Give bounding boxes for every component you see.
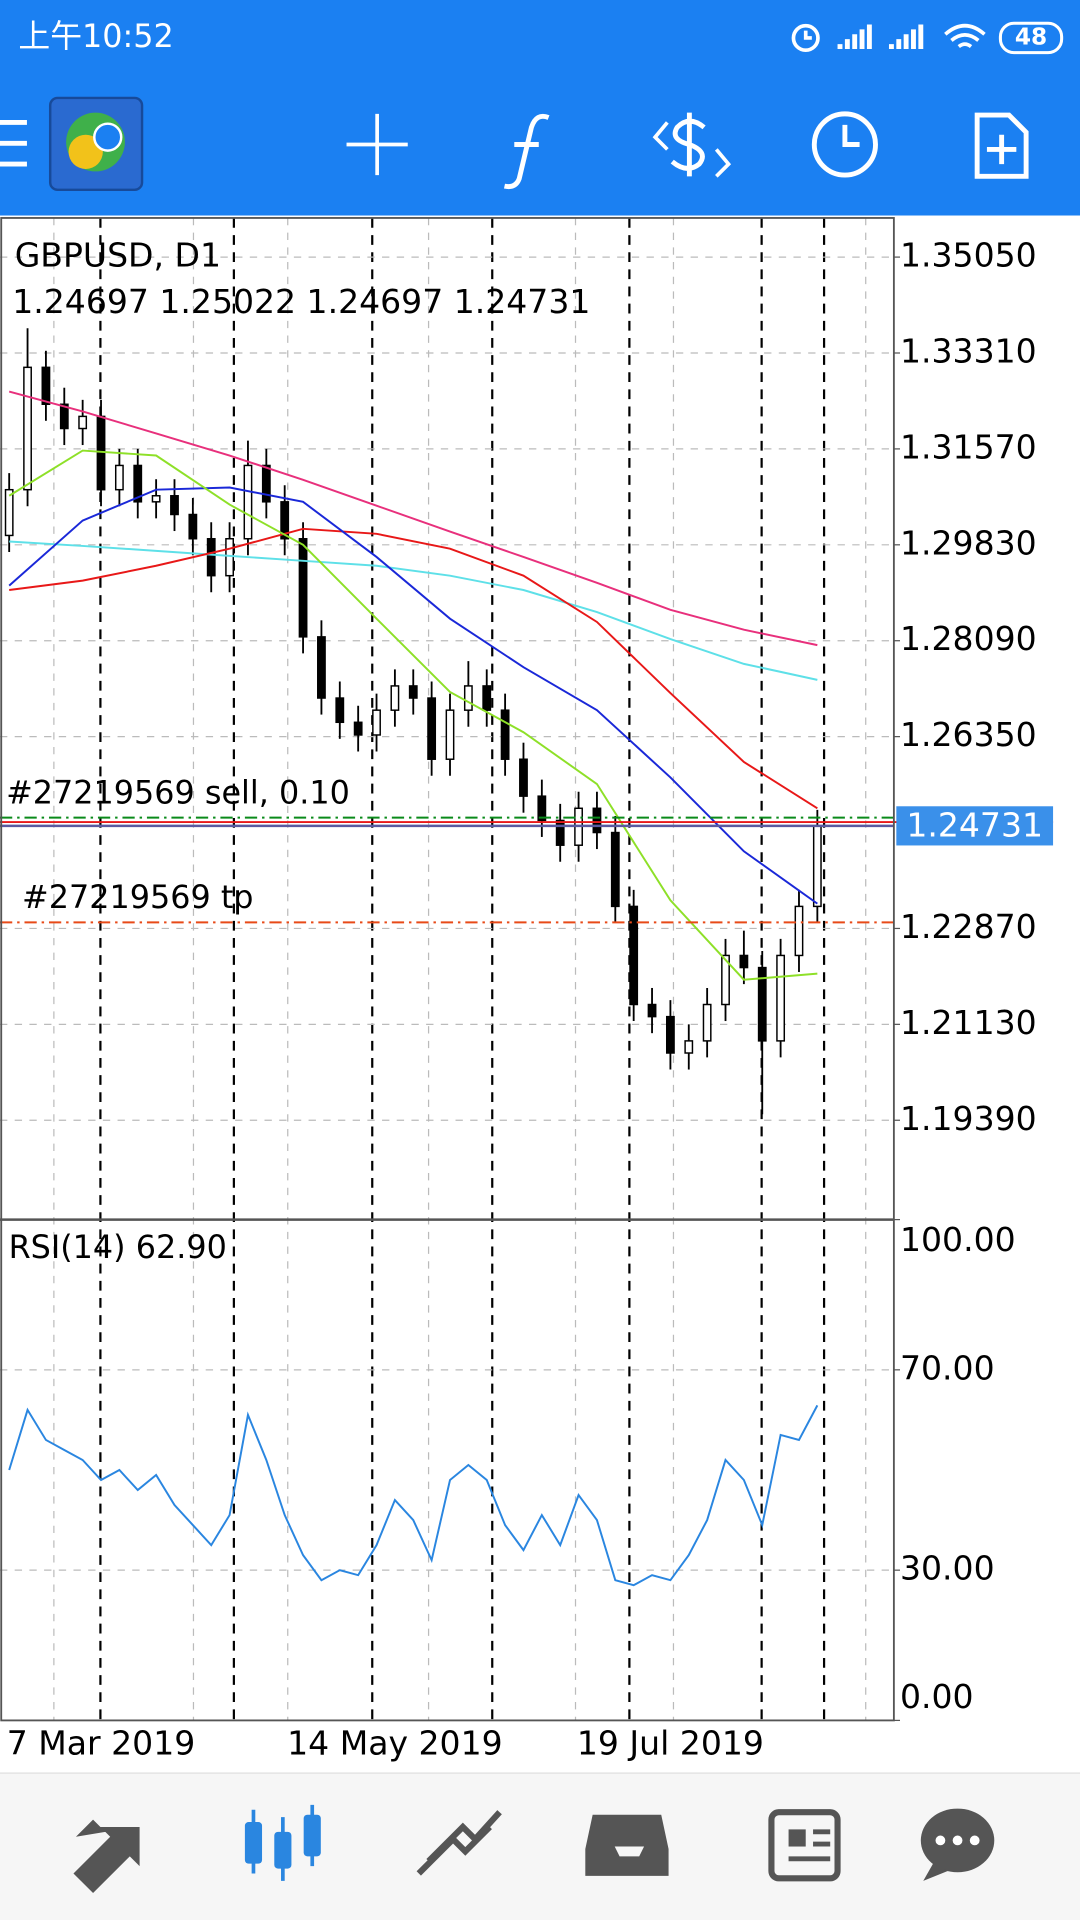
candle-body bbox=[261, 464, 271, 503]
nav-chat[interactable] bbox=[920, 1808, 995, 1881]
battery-level: 48 bbox=[1015, 23, 1047, 50]
app-icon[interactable] bbox=[48, 96, 144, 192]
y-tick-label: 30.00 bbox=[900, 1549, 995, 1588]
bid-label: 1.24731 bbox=[906, 806, 1043, 845]
candle-body bbox=[776, 954, 786, 1042]
indicator-title: RSI(14) 62.90 bbox=[9, 1228, 227, 1266]
candle-body bbox=[280, 501, 290, 540]
candle-body bbox=[684, 1040, 694, 1054]
candle-body bbox=[482, 685, 492, 711]
crosshair-button[interactable] bbox=[346, 113, 408, 176]
status-icons bbox=[791, 21, 1064, 55]
candle-body bbox=[408, 685, 418, 699]
candle-body bbox=[463, 685, 473, 711]
y-tick-label: 100.00 bbox=[900, 1220, 1016, 1259]
indicators-button[interactable] bbox=[503, 113, 550, 190]
chart-title: GBPUSD, D1 bbox=[15, 236, 221, 275]
nav-trade[interactable] bbox=[416, 1810, 502, 1876]
moving-average bbox=[8, 390, 818, 647]
candle-body bbox=[4, 488, 14, 537]
chart-frame bbox=[0, 217, 895, 1722]
candle-body bbox=[188, 513, 198, 540]
bottom-nav bbox=[0, 1773, 1080, 1920]
period-button[interactable] bbox=[811, 111, 878, 178]
vertical-grid bbox=[53, 217, 867, 1721]
candle-body bbox=[629, 905, 639, 1006]
y-tick-label: 1.29830 bbox=[900, 523, 1037, 562]
x-tick-label: 19 Jul 2019 bbox=[577, 1723, 764, 1762]
candle-body bbox=[59, 403, 69, 430]
toolbar bbox=[0, 96, 1029, 192]
nav-quotes[interactable] bbox=[73, 1819, 140, 1894]
nav-chart[interactable] bbox=[244, 1804, 321, 1881]
candle-body bbox=[592, 807, 602, 834]
x-tick-label: 7 Mar 2019 bbox=[7, 1723, 196, 1762]
candle-body bbox=[151, 495, 161, 503]
y-tick-label: 1.26350 bbox=[900, 715, 1037, 754]
candle-body bbox=[739, 954, 749, 969]
candle-body bbox=[721, 954, 730, 1006]
candle-body bbox=[555, 819, 565, 846]
candle-body bbox=[610, 831, 620, 908]
candle-body bbox=[794, 905, 804, 957]
candle-body bbox=[445, 709, 455, 760]
candle-body bbox=[757, 966, 767, 1042]
candle-body bbox=[390, 685, 400, 711]
candle-body bbox=[317, 636, 326, 699]
new-order-button[interactable] bbox=[974, 112, 1029, 179]
candle-body bbox=[647, 1003, 657, 1018]
rsi-line bbox=[8, 1404, 819, 1587]
candle-body bbox=[500, 709, 510, 760]
y-tick-label: 1.28090 bbox=[900, 619, 1037, 658]
status-time: 上午10:52 bbox=[18, 17, 173, 55]
nav-history[interactable] bbox=[585, 1814, 669, 1876]
y-tick-label: 1.33310 bbox=[900, 332, 1037, 371]
menu-button[interactable] bbox=[0, 120, 27, 167]
candle-body bbox=[537, 795, 547, 822]
candle-body bbox=[78, 415, 88, 430]
plot: 1.19390 1.21130 1.22870 1.26350 1.28090 1.298… bbox=[0, 236, 1054, 1762]
moving-average bbox=[9, 527, 818, 810]
candle-body bbox=[666, 1015, 675, 1054]
moving-average bbox=[8, 449, 818, 981]
moving-average bbox=[9, 540, 818, 681]
ohlc-readout: 1.24697 1.25022 1.24697 1.24731 bbox=[12, 282, 590, 321]
candle-body bbox=[298, 538, 308, 638]
candle-body bbox=[427, 697, 437, 760]
y-tick-label: 70.00 bbox=[900, 1348, 995, 1387]
y-tick-label: 1.21130 bbox=[900, 1003, 1037, 1042]
candle-body bbox=[206, 538, 216, 577]
nav-icons bbox=[73, 1804, 995, 1894]
candle-body bbox=[23, 366, 32, 491]
candle-body bbox=[335, 697, 345, 724]
candle-body bbox=[353, 721, 363, 736]
y-tick-label: 1.35050 bbox=[900, 236, 1037, 275]
candle-body bbox=[96, 415, 106, 491]
app-bar bbox=[0, 0, 1080, 216]
y-tick-label: 1.31570 bbox=[900, 427, 1037, 466]
x-tick-label: 14 May 2019 bbox=[287, 1723, 502, 1762]
candle-body bbox=[41, 366, 51, 405]
candle-body bbox=[243, 464, 253, 540]
candle-body bbox=[812, 825, 822, 908]
y-tick-label: 1.19390 bbox=[900, 1099, 1037, 1138]
candle-body bbox=[170, 495, 179, 516]
candle-body bbox=[519, 758, 528, 797]
trade-button[interactable] bbox=[652, 112, 732, 178]
nav-news[interactable] bbox=[768, 1809, 841, 1882]
candle-body bbox=[225, 538, 234, 577]
order-label: #27219569 tp bbox=[22, 878, 253, 916]
y-tick-label: 0.00 bbox=[900, 1677, 974, 1716]
moving-average bbox=[8, 486, 818, 905]
y-tick-label: 1.22870 bbox=[900, 907, 1037, 946]
candle-body bbox=[114, 464, 124, 491]
order-label: #27219569 sell, 0.10 bbox=[6, 773, 350, 811]
bid-label-box bbox=[896, 806, 1054, 846]
candle-body bbox=[372, 709, 381, 736]
candle-body bbox=[702, 1003, 712, 1042]
candle-body bbox=[133, 464, 143, 503]
